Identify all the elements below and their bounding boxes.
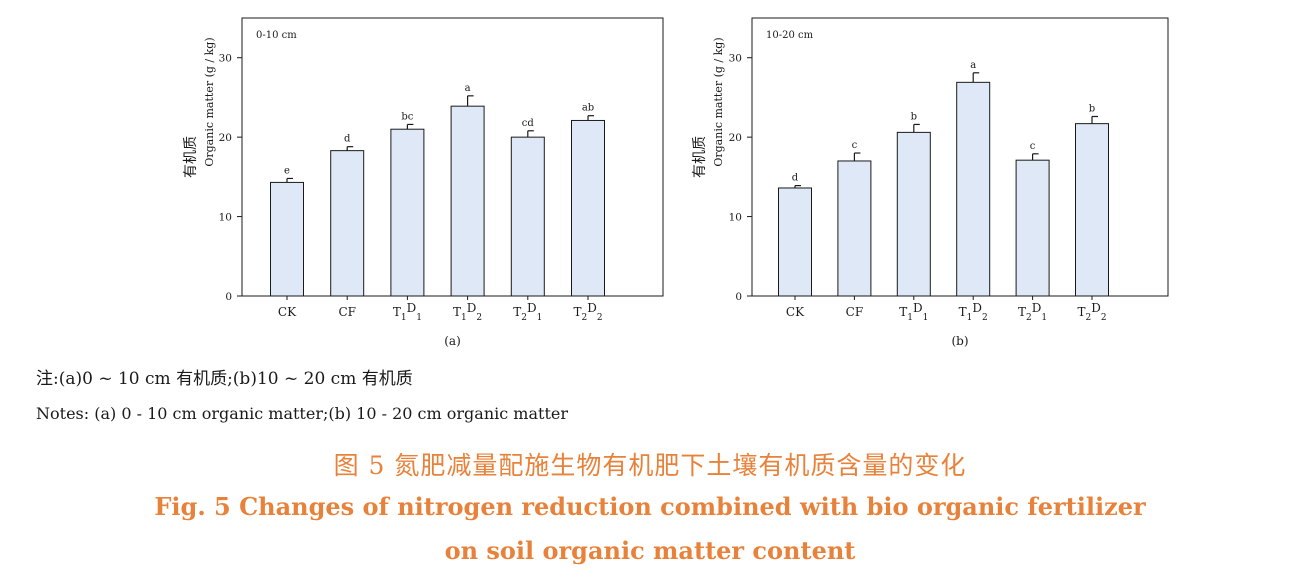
x-tick-label: T1D2	[453, 301, 482, 323]
y-tick-label: 10	[729, 212, 742, 224]
note-chinese: 注:(a)0 ~ 10 cm 有机质;(b)10 ~ 20 cm 有机质	[36, 369, 413, 389]
significance-letter: cd	[522, 118, 535, 129]
y-tick-label: 10	[219, 212, 232, 224]
significance-letter: a	[970, 60, 976, 71]
significance-letter: c	[852, 140, 858, 151]
x-tick-label: T2D1	[1018, 301, 1047, 323]
figure-caption-english-line1: Fig. 5 Changes of nitrogen reduction com…	[154, 492, 1146, 521]
x-tick-label: CK	[278, 305, 297, 319]
x-tick-label: T2D1	[513, 301, 542, 323]
significance-letter: a	[465, 83, 471, 94]
bar	[956, 81, 991, 297]
significance-letter: d	[792, 173, 799, 184]
note-english: Notes: (a) 0 - 10 cm organic matter;(b) …	[36, 404, 568, 423]
bar	[390, 128, 425, 297]
x-tick-label: CK	[786, 305, 805, 319]
bar	[571, 119, 605, 297]
significance-letter: d	[344, 134, 351, 145]
panel-sublabel: (b)	[951, 334, 968, 348]
y-tick-label: 20	[729, 132, 742, 144]
y-tick-label: 0	[735, 291, 742, 303]
bar	[450, 105, 485, 297]
significance-letter: bc	[401, 111, 413, 122]
chart-panel-b: 10-20 cm 0 10 20 30 有机质 Organic matter (g / kg…	[692, 17, 1169, 348]
figure-caption-english-line2: on soil organic matter content	[444, 536, 856, 565]
x-tick-label: CF	[338, 305, 356, 319]
bar	[896, 131, 931, 297]
bar	[330, 150, 365, 297]
significance-letter: b	[911, 111, 917, 122]
figure-charts: 0-10 cm 0 10 20 30 有机质 Organic matter (g / kg)…	[183, 17, 1169, 348]
bar	[778, 187, 812, 297]
bar	[1015, 159, 1050, 297]
x-tick-label: T1D1	[899, 301, 928, 323]
significance-letter: e	[284, 165, 290, 176]
figure-caption-chinese: 图 5 氮肥减量配施生物有机肥下土壤有机质含量的变化	[333, 451, 967, 480]
y-tick-label: 0	[225, 291, 232, 303]
y-tick-label: 20	[219, 132, 232, 144]
significance-letter: c	[1030, 141, 1036, 152]
panel-label: 10-20 cm	[766, 30, 814, 41]
bar	[1075, 123, 1109, 297]
x-tick-label: T1D2	[959, 301, 988, 323]
bar	[510, 136, 545, 297]
bar	[270, 181, 304, 297]
y-tick-label: 30	[219, 53, 232, 65]
x-tick-label: T2D2	[1077, 301, 1106, 323]
significance-letter: b	[1089, 103, 1095, 114]
panel-sublabel: (a)	[444, 334, 461, 348]
significance-letter: ab	[582, 103, 594, 114]
x-tick-label: T2D2	[573, 301, 602, 323]
panel-label: 0-10 cm	[256, 30, 297, 41]
y-axis-label-english: Organic matter (g / kg)	[203, 37, 216, 166]
y-axis-label-english: Organic matter (g / kg)	[712, 37, 725, 166]
y-axis-label-chinese: 有机质	[692, 136, 708, 178]
y-axis-label-chinese: 有机质	[183, 136, 199, 178]
y-tick-label: 30	[729, 53, 742, 65]
bar	[837, 160, 872, 297]
x-tick-label: T1D1	[393, 301, 422, 323]
chart-panel-a: 0-10 cm 0 10 20 30 有机质 Organic matter (g / kg)…	[183, 17, 664, 348]
x-tick-label: CF	[846, 305, 864, 319]
